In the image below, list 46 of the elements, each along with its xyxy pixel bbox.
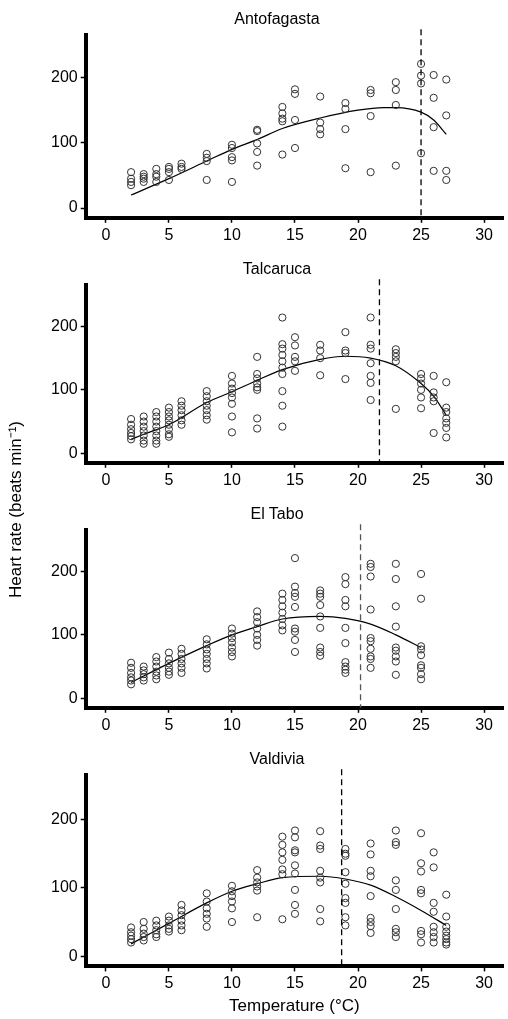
x-tick-label: 10 [223, 470, 241, 488]
x-tick-label: 0 [101, 715, 111, 733]
y-tick-label: 0 [68, 946, 78, 964]
x-tick-label: 20 [349, 715, 368, 733]
x-tick-label: 30 [475, 715, 494, 733]
y-tick-label: 200 [50, 68, 78, 85]
y-tick-label: 100 [50, 380, 78, 398]
y-tick-label: 0 [68, 198, 78, 216]
chart-title: Antofagasta [234, 10, 320, 28]
x-tick-label: 10 [223, 974, 241, 992]
y-tick-label: 200 [50, 809, 78, 827]
x-tick-label: 25 [412, 225, 431, 243]
x-tick-label: 20 [349, 974, 368, 992]
x-tick-label: 10 [223, 225, 241, 243]
x-tick-label: 10 [223, 715, 241, 733]
x-tick-label: 30 [475, 225, 494, 243]
x-tick-label: 0 [101, 225, 111, 243]
y-tick-label: 100 [50, 625, 78, 643]
y-tick-label: 200 [50, 561, 78, 579]
x-tick-label: 20 [349, 225, 368, 243]
x-tick-label: 15 [286, 470, 304, 488]
y-tick-label: 200 [50, 316, 78, 334]
x-tick-label: 25 [412, 974, 431, 992]
x-tick-label: 0 [101, 974, 111, 992]
x-tick-label: 15 [286, 974, 304, 992]
x-tick-label: 15 [286, 225, 304, 243]
y-tick-label: 100 [50, 133, 78, 151]
x-tick-label: 5 [164, 470, 174, 488]
x-axis-title: Temperature (°C) [229, 996, 360, 1016]
x-tick-label: 20 [349, 470, 368, 488]
y-tick-label: 0 [68, 688, 78, 706]
chart-title: Valdivia [249, 750, 305, 768]
x-tick-label: 5 [164, 225, 174, 243]
x-tick-label: 15 [286, 715, 304, 733]
x-tick-label: 0 [101, 470, 111, 488]
x-tick-label: 30 [475, 974, 494, 992]
y-tick-label: 100 [50, 878, 78, 896]
x-tick-label: 25 [412, 715, 431, 733]
y-axis-title: Heart rate (beats min⁻¹) [4, 420, 26, 598]
chart-title: Talcaruca [242, 260, 312, 278]
chart-title: El Tabo [250, 505, 304, 523]
x-tick-label: 30 [475, 470, 494, 488]
y-tick-label: 0 [68, 443, 78, 461]
x-tick-label: 5 [164, 974, 174, 992]
x-tick-label: 25 [412, 470, 431, 488]
x-tick-label: 5 [164, 715, 174, 733]
